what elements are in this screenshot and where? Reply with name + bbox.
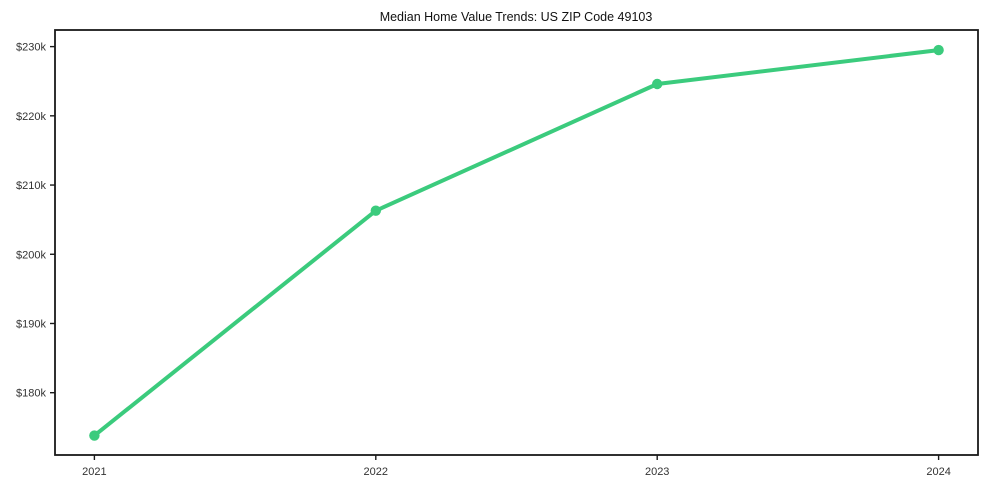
y-tick-label: $200k [16, 249, 46, 261]
data-point-2022 [370, 205, 381, 216]
y-axis: $180k $190k $200k $210k $220k $230k [16, 42, 55, 400]
x-tick-label: 2021 [82, 466, 106, 478]
x-tick-label: 2022 [364, 466, 388, 478]
data-point-2021 [89, 430, 100, 441]
plot-border [54, 29, 979, 456]
y-tick-label: $180k [16, 388, 46, 400]
x-axis: 2021 2022 2023 2024 [82, 455, 951, 478]
data-point-2023 [652, 78, 663, 90]
trend-line [92, 48, 941, 438]
y-tick-label: $220k [16, 111, 46, 123]
y-tick-label: $210k [16, 180, 46, 192]
y-tick-label: $230k [16, 42, 46, 54]
y-tick-label: $190k [16, 318, 46, 330]
x-tick-label: 2024 [926, 466, 950, 478]
x-tick-label: 2023 [645, 466, 669, 478]
chart-title: Median Home Value Trends: US ZIP Code 49… [380, 10, 653, 24]
data-point-2024 [933, 44, 944, 56]
data-points [89, 44, 944, 441]
